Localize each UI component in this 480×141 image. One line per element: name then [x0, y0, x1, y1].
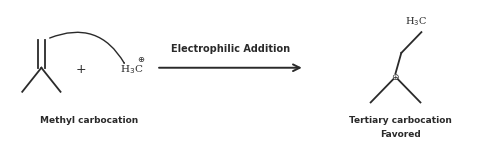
Text: H$_3$C: H$_3$C	[405, 15, 427, 28]
Text: H$_3$C: H$_3$C	[120, 63, 144, 76]
Text: $\oplus$: $\oplus$	[137, 55, 145, 64]
Text: Tertiary carbocation: Tertiary carbocation	[349, 115, 452, 125]
Text: Favored: Favored	[380, 130, 420, 139]
Text: Electrophilic Addition: Electrophilic Addition	[171, 44, 290, 54]
FancyArrowPatch shape	[50, 32, 124, 63]
Text: $\oplus$: $\oplus$	[391, 72, 400, 82]
Text: +: +	[76, 63, 86, 76]
Text: Methyl carbocation: Methyl carbocation	[40, 115, 138, 125]
